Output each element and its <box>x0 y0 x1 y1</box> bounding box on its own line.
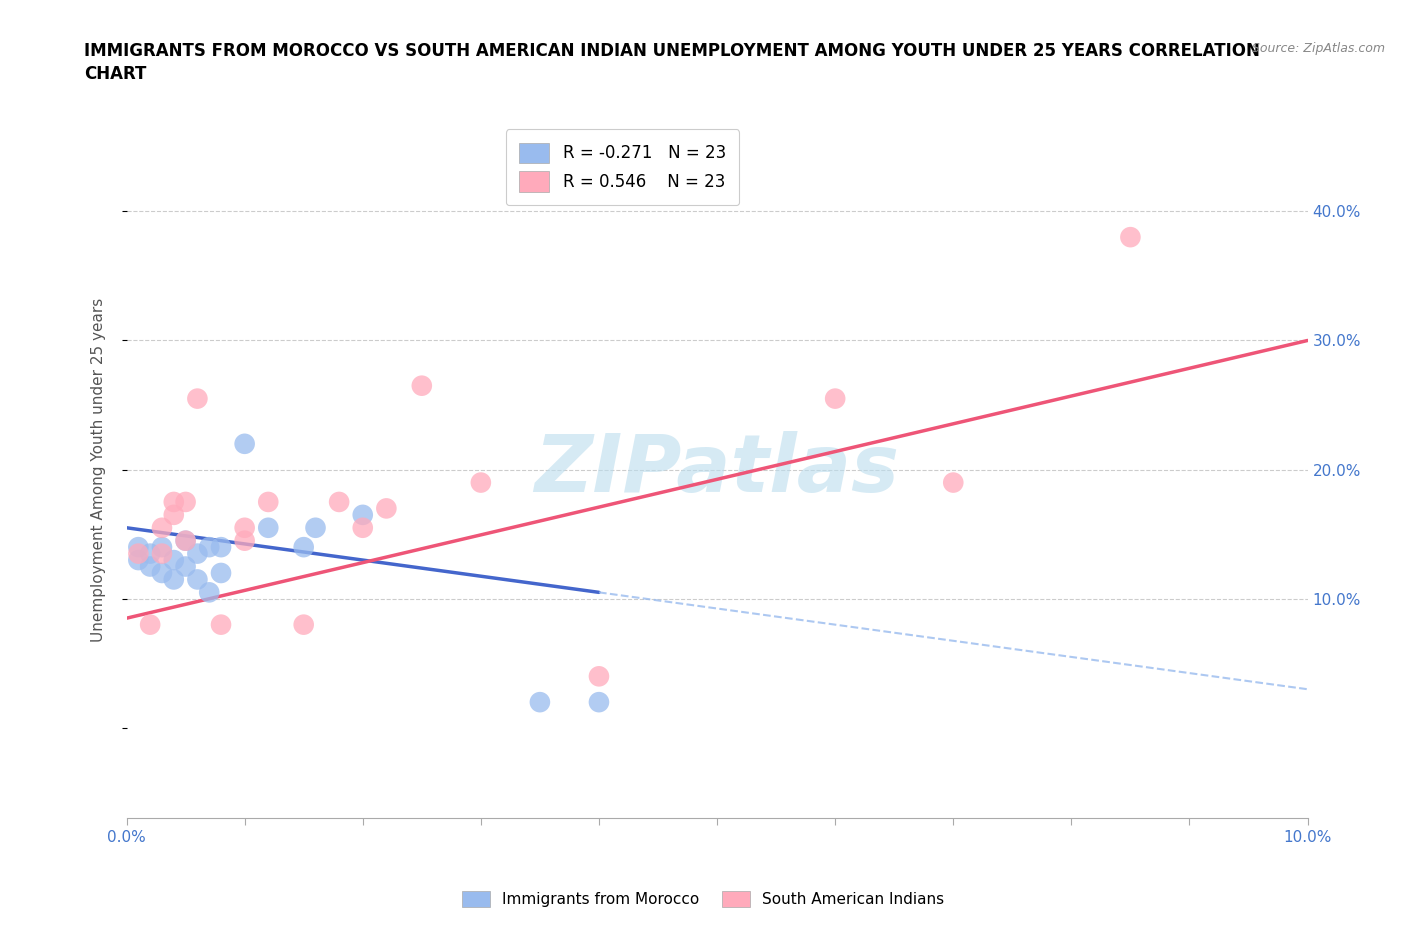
Point <box>328 495 350 510</box>
Point <box>174 559 197 574</box>
Point <box>257 495 280 510</box>
Point <box>150 539 173 554</box>
Point <box>233 533 256 548</box>
Point <box>257 521 280 536</box>
Point <box>186 392 208 406</box>
Point <box>529 695 551 710</box>
Legend: Immigrants from Morocco, South American Indians: Immigrants from Morocco, South American … <box>456 884 950 913</box>
Point <box>186 546 208 561</box>
Point <box>163 572 186 587</box>
Point <box>198 539 221 554</box>
Point <box>127 552 149 567</box>
Legend: R = -0.271   N = 23, R = 0.546    N = 23: R = -0.271 N = 23, R = 0.546 N = 23 <box>506 129 740 205</box>
Text: ZIPatlas: ZIPatlas <box>534 431 900 509</box>
Point <box>174 533 197 548</box>
Point <box>139 618 162 632</box>
Point <box>411 379 433 393</box>
Point <box>150 521 173 536</box>
Point <box>127 539 149 554</box>
Y-axis label: Unemployment Among Youth under 25 years: Unemployment Among Youth under 25 years <box>91 298 105 642</box>
Point <box>588 669 610 684</box>
Point <box>1119 230 1142 245</box>
Point <box>470 475 492 490</box>
Point <box>150 546 173 561</box>
Point <box>163 495 186 510</box>
Point <box>292 618 315 632</box>
Point <box>174 533 197 548</box>
Point <box>163 552 186 567</box>
Point <box>292 539 315 554</box>
Point <box>209 539 232 554</box>
Point <box>942 475 965 490</box>
Point <box>139 546 162 561</box>
Text: IMMIGRANTS FROM MOROCCO VS SOUTH AMERICAN INDIAN UNEMPLOYMENT AMONG YOUTH UNDER : IMMIGRANTS FROM MOROCCO VS SOUTH AMERICA… <box>84 42 1260 60</box>
Text: Source: ZipAtlas.com: Source: ZipAtlas.com <box>1251 42 1385 55</box>
Point <box>304 521 326 536</box>
Point <box>209 565 232 580</box>
Point <box>186 572 208 587</box>
Point <box>127 546 149 561</box>
Point <box>233 521 256 536</box>
Point <box>174 495 197 510</box>
Point <box>198 585 221 600</box>
Point <box>233 436 256 451</box>
Point <box>150 565 173 580</box>
Point <box>163 508 186 523</box>
Point <box>375 501 398 516</box>
Point <box>209 618 232 632</box>
Point <box>352 521 374 536</box>
Point <box>139 559 162 574</box>
Point <box>824 392 846 406</box>
Point <box>352 508 374 523</box>
Point <box>588 695 610 710</box>
Text: CHART: CHART <box>84 65 146 83</box>
